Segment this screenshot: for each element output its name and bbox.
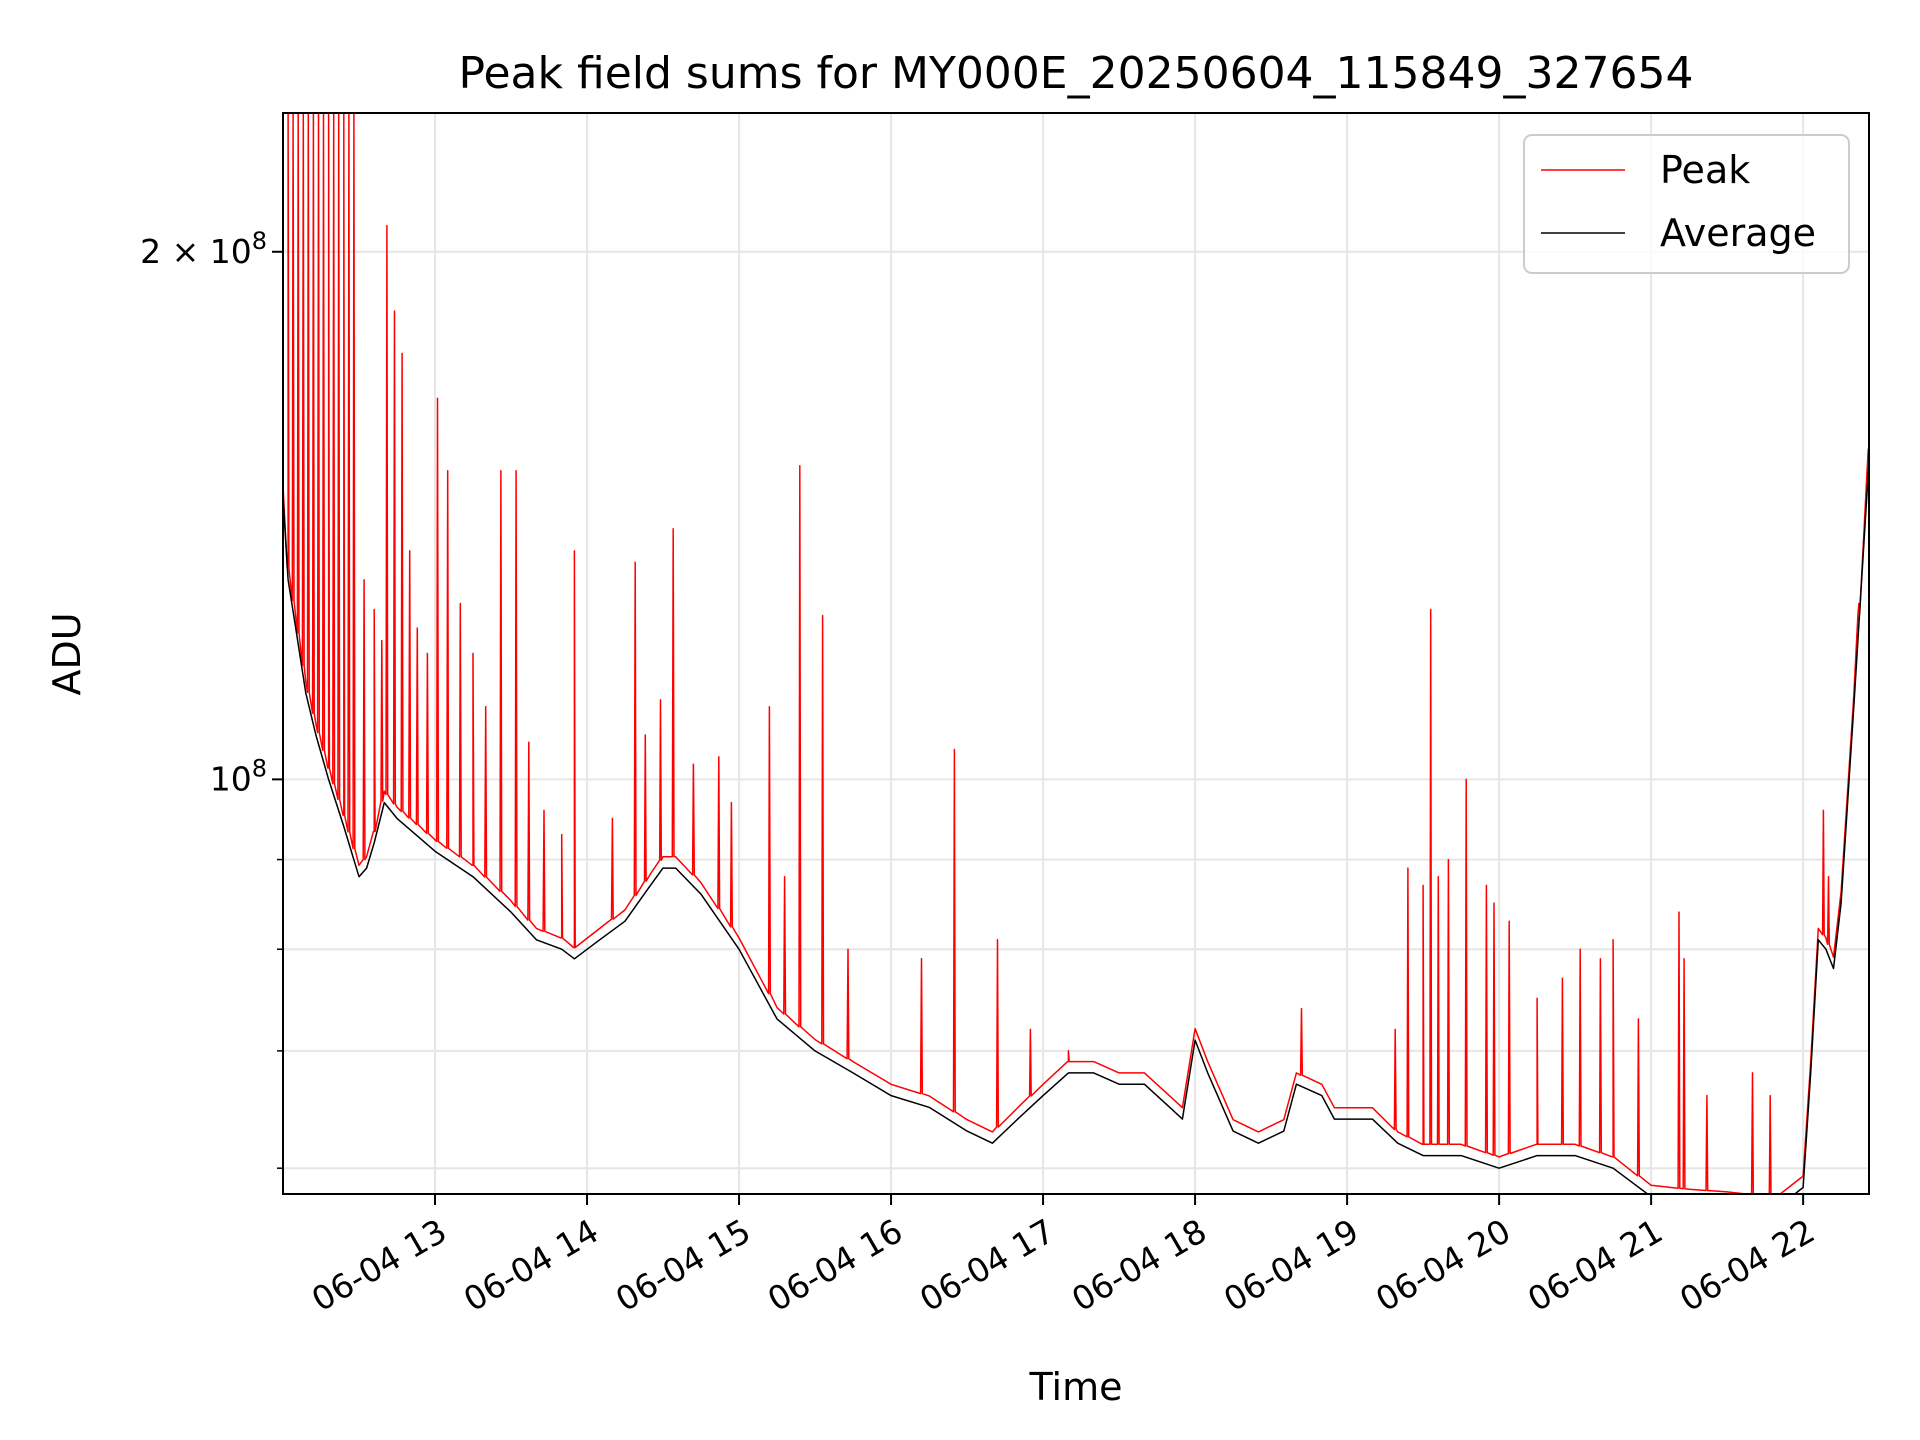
y-tick-label: 108 bbox=[210, 754, 267, 798]
legend-label-average: Average bbox=[1660, 211, 1816, 255]
plot-series bbox=[283, 113, 1869, 1194]
legend-label-peak: Peak bbox=[1660, 148, 1750, 192]
grid bbox=[283, 113, 1869, 1194]
y-tick-label: 2 × 108 bbox=[140, 227, 267, 271]
average-series-line bbox=[283, 460, 1869, 1194]
y-axis-label: ADU bbox=[45, 612, 89, 695]
peak-series-line bbox=[283, 113, 1869, 1194]
legend: Peak Average bbox=[1523, 134, 1850, 274]
x-axis-label: Time bbox=[1029, 1365, 1123, 1409]
chart-title: Peak field sums for MY000E_20250604_1158… bbox=[459, 48, 1694, 99]
plot-frame bbox=[282, 112, 1870, 1195]
y-ticks: 108 2 × 108 bbox=[140, 227, 283, 1169]
